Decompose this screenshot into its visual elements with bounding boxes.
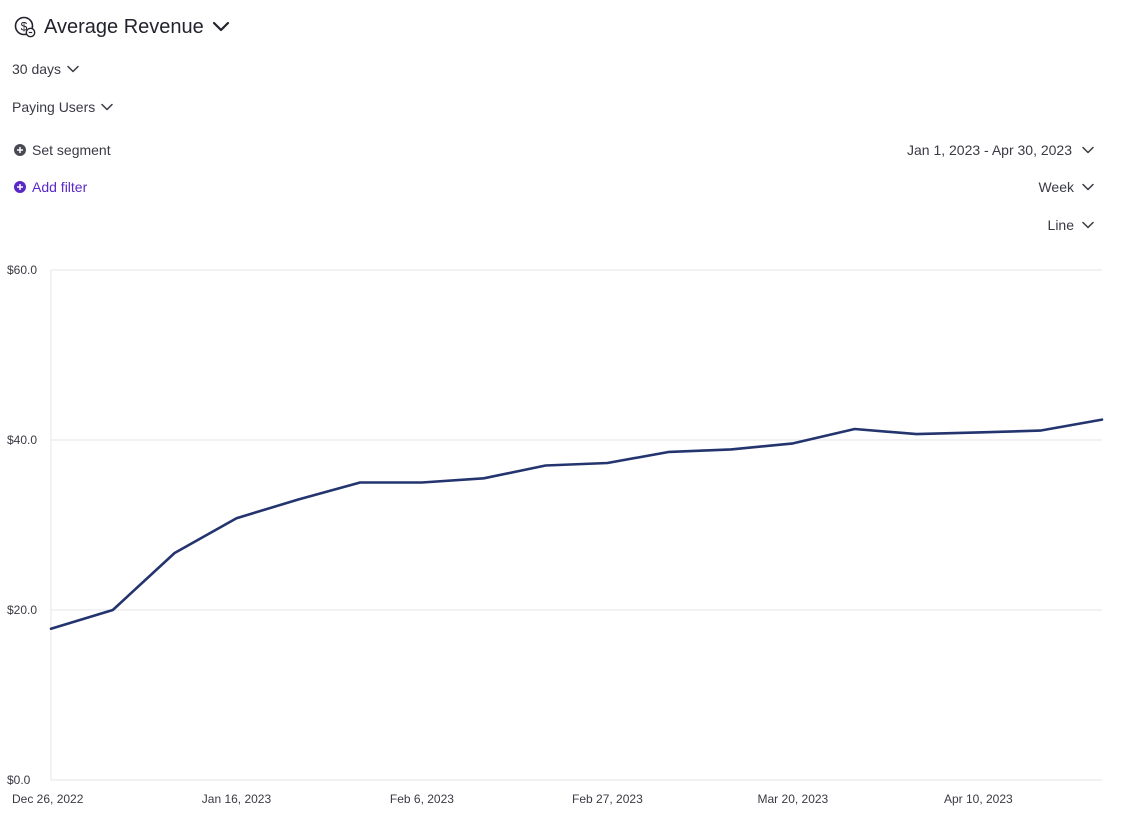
series-layer: [45, 414, 1108, 635]
time-window-label: 30 days: [12, 61, 62, 77]
data-point[interactable]: [911, 428, 923, 440]
add-filter-button[interactable]: Add filter: [14, 179, 87, 195]
data-point[interactable]: [45, 623, 57, 635]
dollar-coin-icon: $: [14, 16, 36, 38]
data-point[interactable]: [787, 437, 799, 449]
y-tick-label: $60.0: [7, 263, 37, 277]
data-point[interactable]: [107, 604, 119, 616]
x-axis-ticks: Dec 26, 2022 Jan 16, 2023 Feb 6, 2023 Feb 2…: [12, 792, 1013, 806]
metric-title-selector[interactable]: $ Average Revenue: [14, 13, 230, 41]
data-point[interactable]: [540, 460, 552, 472]
x-tick-label: Jan 16, 2023: [202, 792, 272, 806]
user-group-dropdown[interactable]: Paying Users: [12, 99, 114, 115]
plus-circle-icon: [14, 181, 26, 193]
x-tick-label: Feb 6, 2023: [390, 792, 454, 806]
grid-lines: [50, 269, 1102, 781]
chevron-down-icon: [212, 21, 229, 32]
y-axis-ticks: $0.0 $20.0 $40.0 $60.0: [7, 263, 37, 787]
data-point[interactable]: [601, 457, 613, 469]
data-point[interactable]: [849, 423, 861, 435]
data-point[interactable]: [416, 477, 428, 489]
data-point[interactable]: [169, 547, 181, 559]
line-chart: $0.0 $20.0 $40.0 $60.0 Dec 26, 2022 Jan 16, …: [7, 263, 1108, 806]
data-point[interactable]: [292, 494, 304, 506]
data-point[interactable]: [230, 512, 242, 524]
data-point[interactable]: [663, 446, 675, 458]
interval-dropdown[interactable]: Week: [1038, 179, 1094, 195]
time-window-dropdown[interactable]: 30 days: [12, 61, 79, 77]
data-point[interactable]: [725, 443, 737, 455]
chart-type-label: Line: [1047, 217, 1074, 233]
data-point[interactable]: [478, 472, 490, 484]
data-point[interactable]: [1034, 425, 1046, 437]
svg-text:$: $: [21, 20, 28, 34]
y-tick-label: $0.0: [7, 773, 31, 787]
chart-type-dropdown[interactable]: Line: [1048, 217, 1094, 233]
plus-circle-icon: [14, 144, 26, 156]
data-point[interactable]: [972, 426, 984, 438]
x-tick-label: Dec 26, 2022: [12, 792, 84, 806]
series-line: [49, 418, 1104, 631]
x-tick-label: Apr 10, 2023: [944, 792, 1013, 806]
user-group-label: Paying Users: [12, 99, 96, 115]
add-filter-label: Add filter: [32, 179, 88, 195]
y-tick-label: $20.0: [7, 603, 37, 617]
chevron-down-icon: [1082, 183, 1094, 191]
set-segment-button[interactable]: Set segment: [14, 142, 111, 158]
chevron-down-icon: [67, 65, 79, 73]
chevron-down-icon: [1082, 146, 1094, 154]
x-tick-label: Mar 20, 2023: [758, 792, 829, 806]
set-segment-label: Set segment: [32, 142, 111, 158]
chevron-down-icon: [101, 103, 114, 111]
interval-label: Week: [1038, 179, 1074, 195]
date-range-label: Jan 1, 2023 - Apr 30, 2023: [906, 142, 1072, 158]
data-point[interactable]: [1096, 414, 1108, 426]
x-tick-label: Feb 27, 2023: [572, 792, 643, 806]
chevron-down-icon: [1082, 221, 1094, 229]
y-tick-label: $40.0: [7, 433, 37, 447]
page-title: Average Revenue: [44, 15, 204, 38]
data-point[interactable]: [354, 477, 366, 489]
date-range-picker[interactable]: Jan 1, 2023 - Apr 30, 2023: [907, 142, 1094, 158]
